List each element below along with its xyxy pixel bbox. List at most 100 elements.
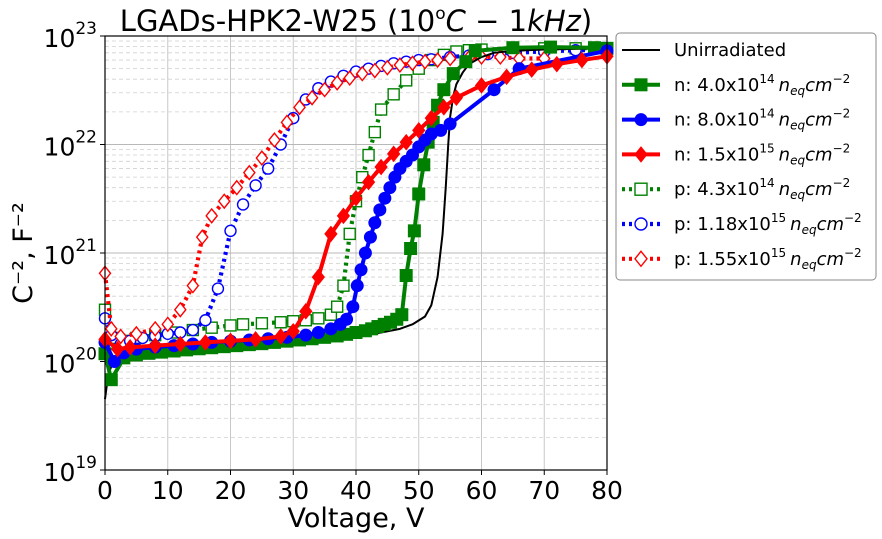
data-point [404,242,418,256]
data-point [293,99,306,116]
data-point [387,145,401,163]
x-tick-label: 80 [591,476,623,505]
data-point [412,122,426,139]
data-point [217,193,231,210]
data-point [368,62,382,79]
data-point [330,74,344,91]
data-point [107,355,121,368]
data-point [374,103,388,116]
data-point [161,316,175,333]
data-point [378,191,392,205]
legend-marker [634,217,648,231]
data-point [459,55,473,69]
y-tick-label: 1021 [44,236,97,270]
data-point [380,59,394,76]
data-point [395,308,409,322]
data-point [412,187,426,201]
data-point [343,70,357,87]
legend-label: p: 1.55x1015 neqcm−2 [674,246,862,272]
data-point [129,325,143,342]
data-point [383,181,397,195]
x-tick-label: 50 [403,476,435,505]
chart-title: LGADs-HPK2-W25 (10oC − 1kHz) [120,4,592,38]
data-point [324,308,338,321]
x-tick-label: 40 [340,476,372,505]
data-point [104,373,118,387]
data-point [443,117,457,131]
data-point [148,337,162,354]
legend-marker [634,250,648,268]
data-point [474,77,489,94]
data-point [346,300,360,314]
data-point [550,55,564,73]
data-point [299,303,313,320]
data-point [374,158,388,176]
data-point [305,89,319,106]
legend-marker [634,113,648,127]
data-point [400,74,413,87]
data-point [114,328,128,345]
data-point [431,52,444,69]
data-point [104,320,118,337]
data-point [575,51,589,69]
y-tick-label: 1019 [44,453,97,487]
data-point [255,317,269,330]
data-point [434,123,448,137]
legend-entry: p: 1.55x1015 neqcm−2 [622,246,862,272]
data-point [186,277,200,294]
y-tick-label: 1020 [44,345,97,379]
data-point [493,49,507,66]
data-point [123,339,137,356]
data-point [330,300,344,313]
data-point [286,322,300,340]
data-point [248,331,263,348]
data-point [437,99,451,116]
legend-label: Unirradiated [674,40,786,61]
data-point [418,53,432,70]
x-tick-label: 70 [528,476,560,505]
data-point [280,114,294,131]
data-point [368,125,382,139]
data-point [350,279,364,293]
data-point [324,225,338,243]
data-point [110,340,125,358]
data-point [224,319,237,332]
legend-entry: n: 1.5x1015 neqcm−2 [622,141,850,167]
data-point [506,41,520,55]
data-point [148,320,162,337]
data-point [224,224,237,238]
data-point [312,312,325,325]
data-point [255,150,269,167]
data-point [468,44,482,58]
data-point [223,332,238,350]
grid [104,35,608,471]
series-7 [98,49,551,345]
legend-label: n: 8.0x1014 neqcm−2 [674,107,850,133]
x-tick-label: 20 [215,476,247,505]
data-point [355,65,369,82]
data-point [236,318,250,331]
legend-label: p: 4.3x1014 neqcm−2 [674,176,850,202]
legend-label: n: 4.0x1014 neqcm−2 [674,72,850,98]
data-point [358,246,372,260]
data-point [311,268,325,286]
data-point [399,133,413,151]
series-layer [98,40,614,400]
data-point [349,189,363,207]
data-point [205,321,218,334]
data-point [242,164,256,181]
data-point [198,334,213,351]
legend-marker [634,78,648,92]
data-point [343,227,356,241]
y-tick-label: 1023 [44,19,97,53]
data-point [424,109,438,127]
data-point [274,316,287,329]
data-point [195,229,209,246]
data-point [487,83,501,97]
data-point [363,230,377,244]
data-point [407,224,421,238]
legend-entry: p: 4.3x1014 neqcm−2 [622,176,850,202]
data-point [199,314,212,327]
